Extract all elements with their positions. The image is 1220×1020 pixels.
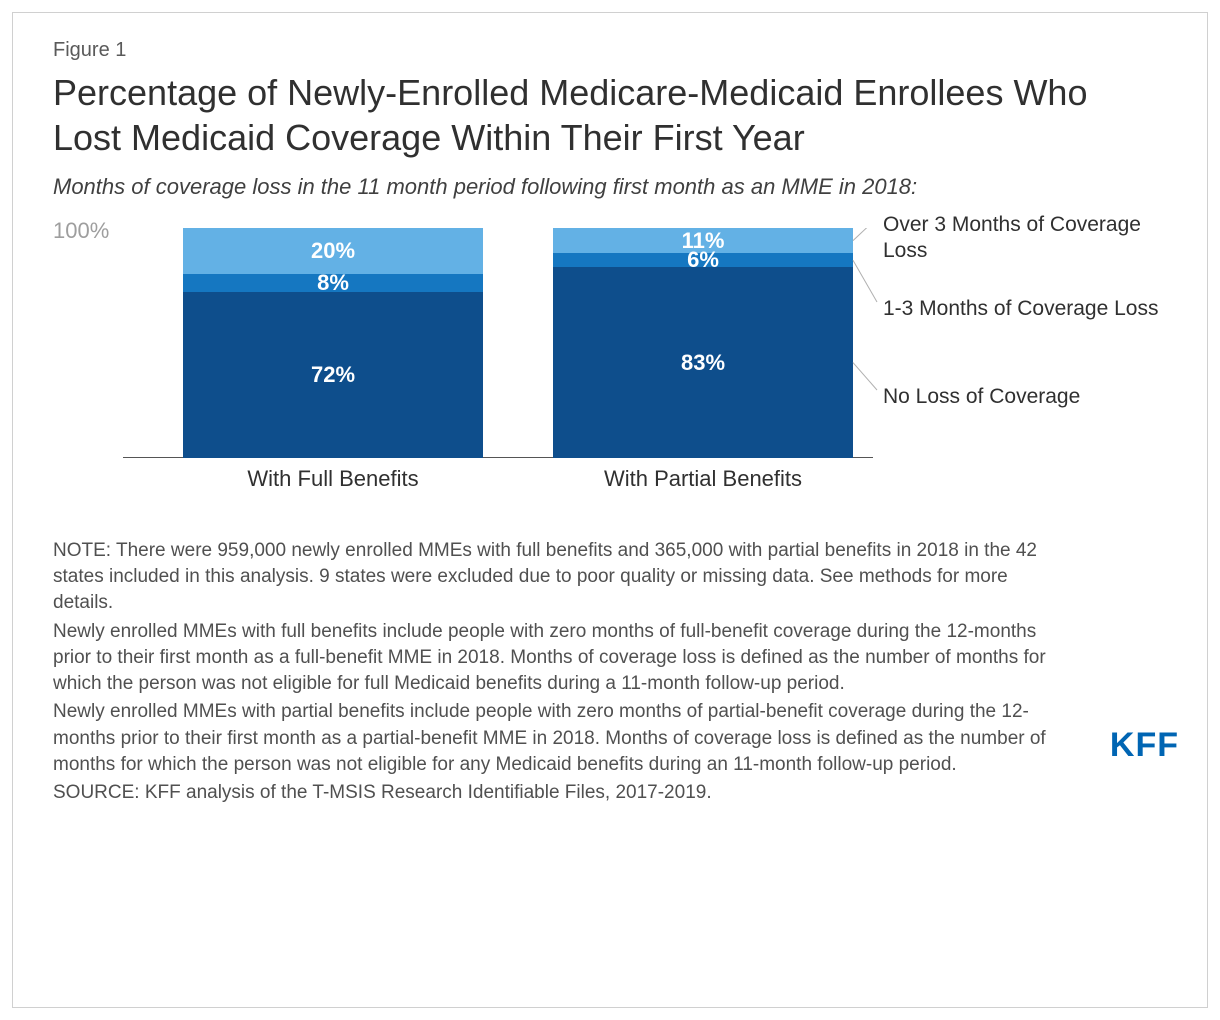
plot-area: 20%8%72% 11%6%83% [123, 228, 873, 458]
category-label: With Full Benefits [183, 466, 483, 492]
chart-subtitle: Months of coverage loss in the 11 month … [53, 174, 1167, 200]
kff-logo: KFF [1110, 726, 1179, 765]
category-labels: With Full Benefits With Partial Benefits [123, 466, 873, 506]
legend-item: Over 3 Months of Coverage Loss [883, 212, 1173, 265]
bar-segment: 8% [183, 274, 483, 292]
bar-segment: 72% [183, 292, 483, 458]
note-paragraph: Newly enrolled MMEs with full benefits i… [53, 619, 1063, 698]
note-paragraph: Newly enrolled MMEs with partial benefit… [53, 699, 1063, 778]
legend-item: No Loss of Coverage [883, 384, 1080, 410]
bar-group: 11%6%83% [553, 228, 853, 457]
footnotes: NOTE: There were 959,000 newly enrolled … [53, 538, 1063, 806]
note-paragraph: NOTE: There were 959,000 newly enrolled … [53, 538, 1063, 617]
figure-label: Figure 1 [53, 39, 1167, 62]
y-axis-max-label: 100% [53, 218, 109, 244]
legend-item: 1-3 Months of Coverage Loss [883, 296, 1158, 322]
bar-group: 20%8%72% [183, 228, 483, 457]
category-label: With Partial Benefits [553, 466, 853, 492]
source-line: SOURCE: KFF analysis of the T-MSIS Resea… [53, 780, 1063, 806]
bar-segment: 83% [553, 267, 853, 458]
figure-frame: Figure 1 Percentage of Newly-Enrolled Me… [12, 12, 1208, 1008]
bar-segment: 20% [183, 228, 483, 274]
chart-title: Percentage of Newly-Enrolled Medicare-Me… [53, 70, 1113, 160]
bar-segment: 6% [553, 253, 853, 267]
chart-area: 100% 20%8%72% 11%6%83% With Full Benefits… [53, 210, 1167, 520]
